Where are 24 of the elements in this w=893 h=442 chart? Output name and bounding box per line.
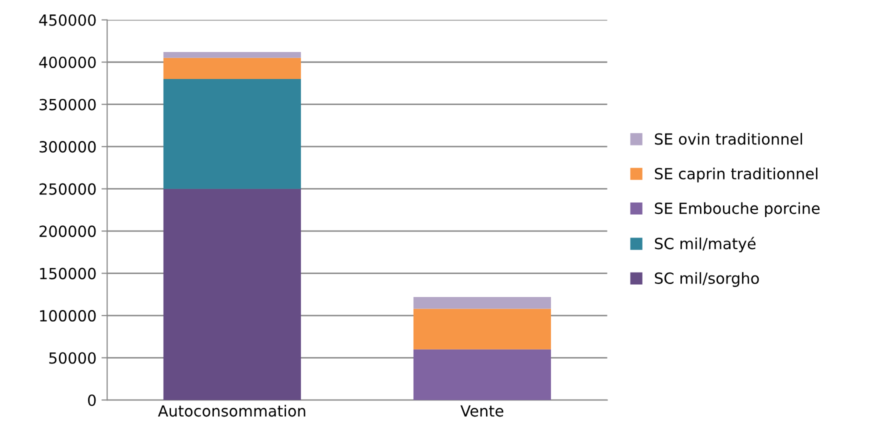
- y-tick-label: 150000: [40, 268, 96, 280]
- bar: [163, 188, 301, 400]
- bar: [163, 58, 301, 80]
- y-tick-label: 250000: [40, 183, 96, 195]
- y-tick-label: 450000: [39, 14, 96, 26]
- y-tick-label: 50000: [49, 352, 96, 364]
- bar: [163, 79, 301, 189]
- y-tick-label: 300000: [40, 141, 96, 153]
- bar: [413, 308, 551, 350]
- y-tick-label: 400000: [39, 56, 96, 68]
- legend-label: SC mil/matyé: [654, 236, 756, 252]
- bar: [413, 296, 551, 309]
- x-tick-label: Vente: [460, 405, 504, 417]
- bar: [413, 349, 551, 400]
- legend-label: SE Embouche porcine: [654, 202, 820, 218]
- bar: [163, 52, 301, 58]
- legend-label: SC mil/sorgho: [654, 272, 759, 287]
- legend-label: SE caprin traditionnel: [654, 168, 818, 182]
- legend-label: SE ovin traditionnel: [654, 132, 802, 145]
- x-tick-label: Autoconsommation: [158, 404, 306, 417]
- y-tick-label: 350000: [40, 98, 96, 110]
- y-tick-label: 0: [88, 394, 96, 406]
- y-tick-label: 100000: [40, 310, 96, 322]
- y-tick-label: 200000: [40, 226, 96, 238]
